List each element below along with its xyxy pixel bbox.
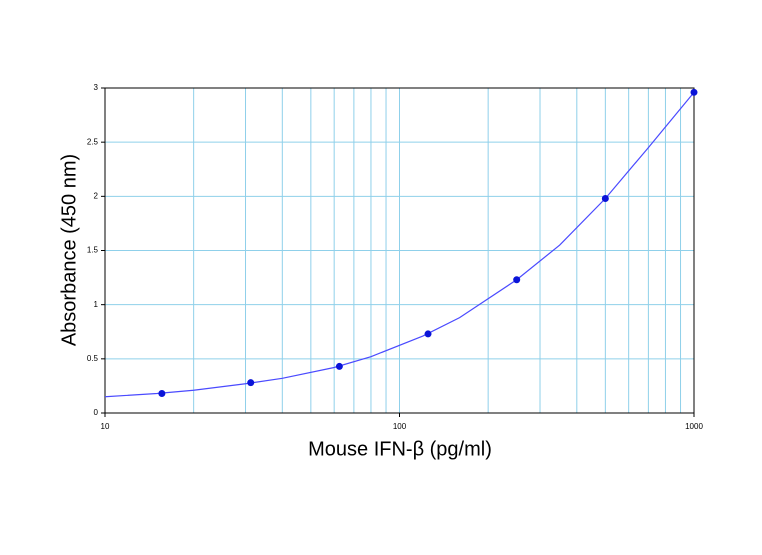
x-tick-label: 1000 xyxy=(685,422,703,431)
y-tick-label: 2 xyxy=(94,191,99,200)
y-tick-label: 1 xyxy=(94,300,99,309)
y-tick-label: 3 xyxy=(94,83,99,92)
x-tick-label: 10 xyxy=(101,422,110,431)
data-point xyxy=(601,195,609,202)
y-tick-label: 0 xyxy=(94,408,99,417)
x-tick-label: 100 xyxy=(393,422,407,431)
y-tick-label: 1.5 xyxy=(87,246,99,255)
plot-frame xyxy=(104,87,695,414)
data-point xyxy=(247,379,255,387)
x-axis-title: Mouse IFN-β (pg/ml) xyxy=(308,438,492,460)
fit-curve xyxy=(104,91,695,398)
data-point xyxy=(513,276,521,284)
data-point xyxy=(158,390,166,397)
y-axis-title: Absorbance (450 nm) xyxy=(58,154,80,346)
y-tick-label: 2.5 xyxy=(87,137,99,146)
data-point xyxy=(335,362,343,370)
data-point xyxy=(690,88,698,96)
data-point xyxy=(424,330,432,338)
y-tick-label: 0.5 xyxy=(87,354,99,363)
